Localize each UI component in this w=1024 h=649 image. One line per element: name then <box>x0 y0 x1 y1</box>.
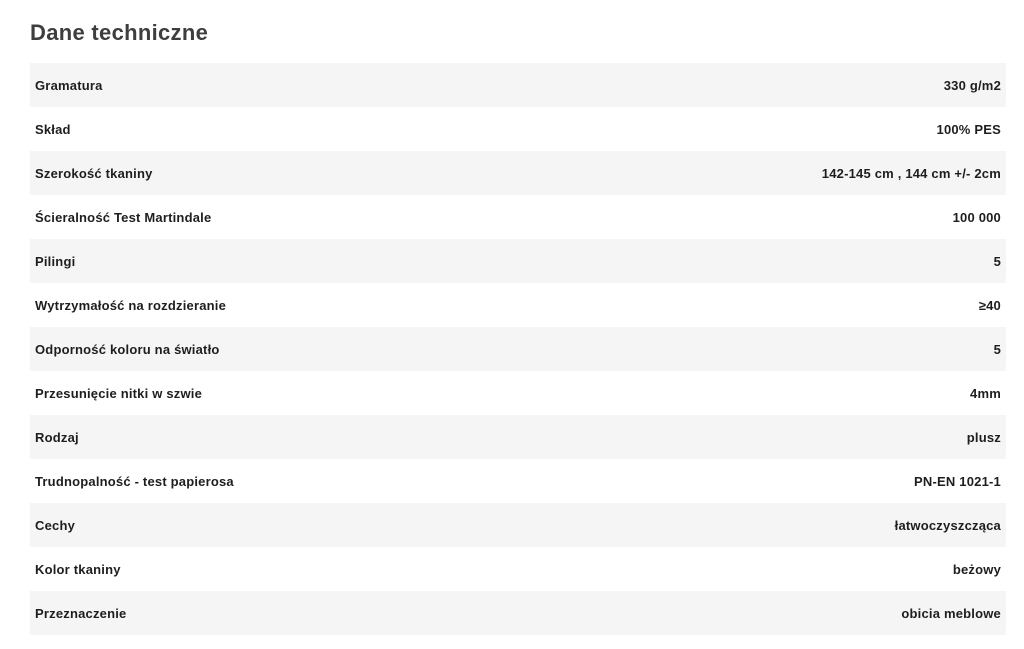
spec-label: Pilingi <box>35 253 76 269</box>
spec-row: Cechy łatwoczyszcząca <box>30 503 1006 547</box>
spec-value: plusz <box>966 429 1001 445</box>
spec-label: Wytrzymałość na rozdzieranie <box>35 297 227 313</box>
spec-value: ≥40 <box>978 297 1001 313</box>
spec-value: 4mm <box>970 385 1001 401</box>
spec-row: Rodzaj plusz <box>30 415 1006 459</box>
spec-label: Gramatura <box>35 77 103 93</box>
spec-label: Szerokość tkaniny <box>35 165 153 181</box>
spec-label: Rodzaj <box>35 429 79 445</box>
spec-row: Ścieralność Test Martindale 100 000 <box>30 195 1006 239</box>
spec-row: Gramatura 330 g/m2 <box>30 63 1006 107</box>
spec-label: Odporność koloru na światło <box>35 341 220 357</box>
spec-value: beżowy <box>952 561 1001 577</box>
spec-row: Odporność koloru na światło 5 <box>30 327 1006 371</box>
spec-label: Cechy <box>35 517 76 533</box>
spec-value: obicia meblowe <box>901 605 1001 621</box>
spec-label: Kolor tkaniny <box>35 561 121 577</box>
spec-value: 142-145 cm , 144 cm +/- 2cm <box>821 165 1001 181</box>
spec-row: Przesunięcie nitki w szwie 4mm <box>30 371 1006 415</box>
spec-row: Pilingi 5 <box>30 239 1006 283</box>
spec-table: Gramatura 330 g/m2 Skład 100% PES Szerok… <box>30 63 1006 635</box>
spec-label: Skład <box>35 121 71 137</box>
spec-row: Przeznaczenie obicia meblowe <box>30 591 1006 635</box>
spec-row: Kolor tkaniny beżowy <box>30 547 1006 591</box>
spec-row: Szerokość tkaniny 142-145 cm , 144 cm +/… <box>30 151 1006 195</box>
spec-value: 100% PES <box>936 121 1001 137</box>
spec-value: PN-EN 1021-1 <box>914 473 1001 489</box>
spec-value: 5 <box>993 341 1001 357</box>
spec-value: łatwoczyszcząca <box>894 517 1001 533</box>
spec-row: Trudnopalność - test papierosa PN-EN 102… <box>30 459 1006 503</box>
section-title: Dane techniczne <box>30 20 209 45</box>
spec-value: 100 000 <box>952 209 1001 225</box>
spec-row: Skład 100% PES <box>30 107 1006 151</box>
spec-row: Wytrzymałość na rozdzieranie ≥40 <box>30 283 1006 327</box>
spec-label: Przesunięcie nitki w szwie <box>35 385 203 401</box>
spec-label: Przeznaczenie <box>35 605 127 621</box>
spec-label: Trudnopalność - test papierosa <box>35 473 234 489</box>
spec-value: 330 g/m2 <box>943 77 1001 93</box>
spec-value: 5 <box>993 253 1001 269</box>
technical-data-section: Dane techniczne Gramatura 330 g/m2 Skład… <box>30 20 1006 635</box>
spec-label: Ścieralność Test Martindale <box>35 209 212 225</box>
